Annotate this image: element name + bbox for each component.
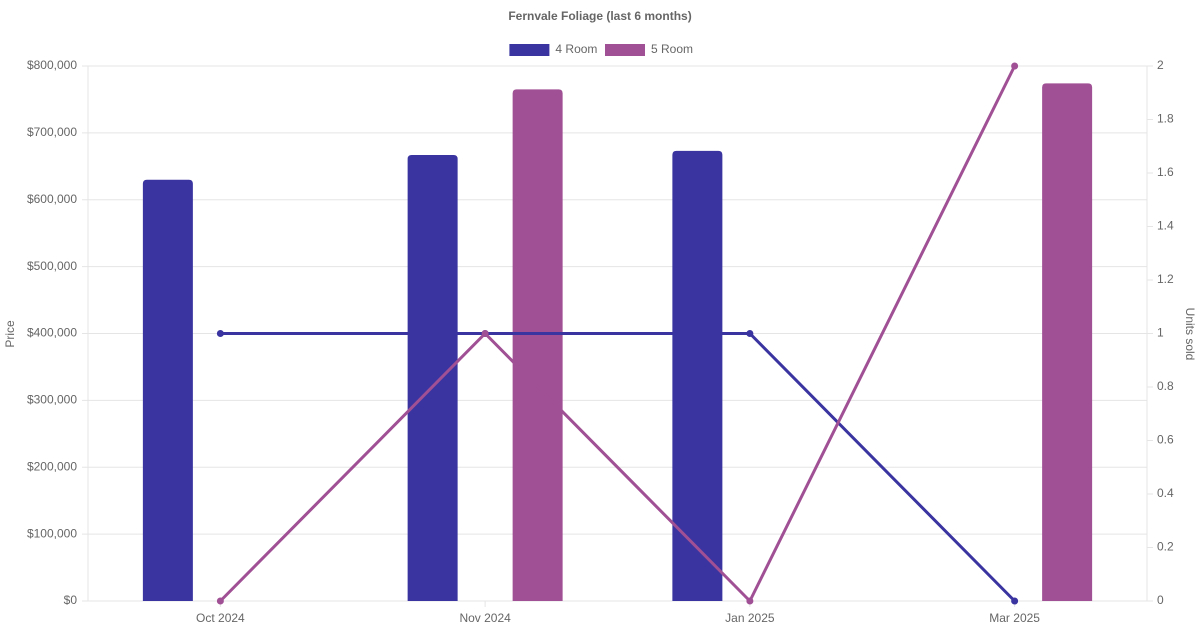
y2-tick-label: 1 [1157,326,1164,340]
bar [1042,83,1093,601]
point [746,597,754,605]
legend-swatch [605,44,645,56]
bar [142,179,193,601]
legend-label: 5 Room [651,42,693,56]
y2-axis-label: Units sold [1183,308,1197,361]
legend-label: 4 Room [555,42,597,56]
bar [672,150,723,601]
point [1011,597,1019,605]
y-tick-label: $0 [64,593,78,607]
y-tick-label: $300,000 [27,393,77,407]
y-tick-label: $800,000 [27,58,77,72]
y2-tick-label: 0 [1157,593,1164,607]
bar [512,89,563,601]
x-tick-label: Nov 2024 [459,611,511,625]
x-tick-label: Mar 2025 [989,611,1040,625]
y2-tick-label: 0.8 [1157,379,1174,393]
y2-tick-label: 0.4 [1157,486,1174,500]
point [216,597,224,605]
y-tick-label: $400,000 [27,326,77,340]
x-tick-label: Jan 2025 [725,611,775,625]
point [481,330,489,337]
point [216,330,224,337]
y2-tick-label: 0.2 [1157,540,1174,554]
y2-tick-label: 2 [1157,58,1164,72]
y2-tick-label: 0.6 [1157,433,1174,447]
y-tick-label: $700,000 [27,125,77,139]
y2-tick-label: 1.4 [1157,219,1174,233]
point [746,330,754,337]
y-tick-label: $600,000 [27,192,77,206]
y-axis-label: Price [3,320,17,348]
y2-tick-label: 1.8 [1157,112,1174,126]
point [1011,62,1019,70]
legend-swatch [509,44,550,56]
y-tick-label: $500,000 [27,259,77,273]
y-tick-label: $100,000 [27,526,77,540]
line [220,332,1016,603]
y2-tick-label: 1.6 [1157,165,1174,179]
bar [407,154,458,601]
y2-tick-label: 1.2 [1157,272,1174,286]
chart-title: Fernvale Foliage (last 6 months) [508,9,691,23]
x-tick-label: Oct 2024 [196,611,245,625]
line [219,65,1016,604]
y-tick-label: $200,000 [27,459,77,473]
